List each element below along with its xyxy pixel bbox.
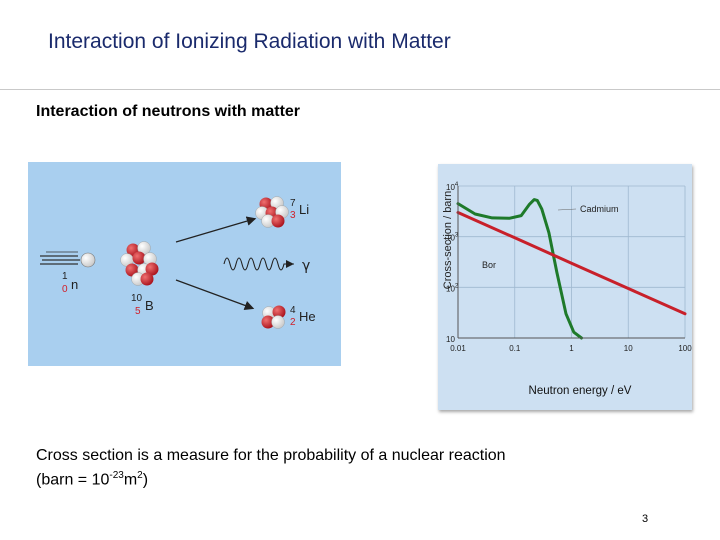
helium-mass: 4 bbox=[290, 305, 296, 316]
x-tick-label: 0.01 bbox=[450, 344, 466, 353]
helium-symbol: He bbox=[299, 309, 316, 324]
x-tick-label: 1 bbox=[569, 344, 574, 353]
series-line-bor bbox=[456, 211, 687, 316]
cross-section-chart-svg: 0.01 0.1 1 10 100 10 102 103 104 Cadmium Bor bbox=[446, 182, 692, 353]
title-divider bbox=[0, 89, 720, 90]
y-tick-label: 10 bbox=[446, 335, 455, 344]
neutron-symbol: n bbox=[71, 277, 78, 292]
lithium-nucleus bbox=[255, 196, 289, 228]
helium-nucleus bbox=[261, 305, 286, 329]
caption-line1: Cross section is a measure for the proba… bbox=[36, 447, 506, 464]
y-axis-label: Cross-section / barn bbox=[442, 190, 454, 290]
cadmium-label-leader bbox=[557, 208, 577, 211]
caption-suffix: ) bbox=[142, 471, 149, 489]
caption-prefix: (barn = 10 bbox=[36, 471, 110, 489]
reaction-diagram: 1 0 n 10 5 B γ bbox=[28, 162, 341, 366]
lithium-mass: 7 bbox=[290, 198, 296, 209]
caption-exponent-1: -23 bbox=[109, 470, 124, 481]
incoming-neutron bbox=[40, 251, 96, 268]
caption: Cross section is a measure for the proba… bbox=[36, 446, 506, 490]
y-tick-label: 103 bbox=[446, 233, 459, 243]
x-tick-label: 0.1 bbox=[509, 344, 521, 353]
lithium-charge: 3 bbox=[290, 210, 296, 221]
neutron-mass: 1 bbox=[62, 271, 68, 282]
series-layer bbox=[456, 198, 687, 340]
slide-title: Interaction of Ionizing Radiation with M… bbox=[48, 30, 451, 53]
gamma-symbol: γ bbox=[302, 258, 310, 274]
arrow-to-lithium bbox=[175, 216, 257, 243]
boron-charge: 5 bbox=[135, 306, 141, 317]
y-tick-label: 104 bbox=[446, 182, 459, 192]
x-axis-label: Neutron energy / eV bbox=[528, 385, 632, 397]
x-tick-label: 100 bbox=[678, 344, 692, 353]
gamma-arrowhead bbox=[286, 260, 294, 268]
boron-mass: 10 bbox=[131, 293, 143, 304]
boron-nucleus bbox=[120, 241, 159, 286]
neutron-charge: 0 bbox=[62, 284, 68, 295]
series-label-bor: Bor bbox=[482, 260, 496, 270]
series-line-cadmium bbox=[456, 198, 583, 340]
tick-layer: 0.01 0.1 1 10 100 10 102 103 104 bbox=[446, 182, 692, 353]
page-number: 3 bbox=[642, 513, 649, 525]
y-tick-label: 102 bbox=[446, 283, 459, 293]
x-tick-label: 10 bbox=[624, 344, 633, 353]
lithium-symbol: Li bbox=[299, 202, 309, 217]
cross-section-chart: 0.01 0.1 1 10 100 10 102 103 104 Cadmium Bor bbox=[438, 164, 692, 410]
helium-charge: 2 bbox=[290, 317, 296, 328]
caption-mid: m bbox=[123, 471, 138, 489]
reaction-diagram-svg: 1 0 n 10 5 B γ bbox=[40, 196, 316, 329]
gamma-wave bbox=[223, 257, 294, 271]
arrow-to-helium bbox=[175, 279, 255, 311]
series-label-cadmium: Cadmium bbox=[580, 204, 619, 214]
slide-subtitle: Interaction of neutrons with matter bbox=[36, 103, 301, 120]
boron-symbol: B bbox=[145, 298, 154, 313]
caption-exponent-2: 2 bbox=[137, 470, 143, 481]
